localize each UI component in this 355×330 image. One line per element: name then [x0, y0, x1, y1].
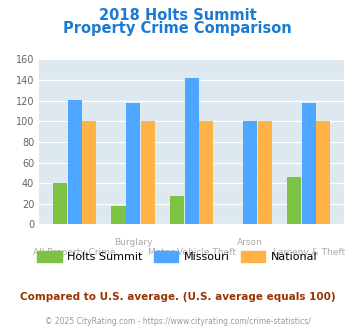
Bar: [185, 78, 199, 224]
Bar: [53, 183, 67, 224]
Bar: [258, 121, 272, 224]
Bar: [111, 206, 126, 224]
Legend: Holts Summit, Missouri, National: Holts Summit, Missouri, National: [33, 247, 322, 267]
Bar: [302, 103, 316, 224]
Bar: [243, 121, 257, 224]
Bar: [170, 195, 184, 224]
Bar: [316, 121, 331, 224]
Text: Motor Vehicle Theft: Motor Vehicle Theft: [148, 248, 236, 257]
Text: Burglary: Burglary: [114, 238, 152, 247]
Bar: [82, 121, 96, 224]
Text: Arson: Arson: [237, 238, 263, 247]
Text: Compared to U.S. average. (U.S. average equals 100): Compared to U.S. average. (U.S. average …: [20, 292, 335, 302]
Bar: [199, 121, 213, 224]
Text: Property Crime Comparison: Property Crime Comparison: [63, 21, 292, 36]
Text: © 2025 CityRating.com - https://www.cityrating.com/crime-statistics/: © 2025 CityRating.com - https://www.city…: [45, 317, 310, 326]
Bar: [67, 100, 82, 224]
Text: Larceny & Theft: Larceny & Theft: [273, 248, 345, 257]
Bar: [141, 121, 155, 224]
Bar: [126, 103, 140, 224]
Bar: [287, 177, 301, 224]
Text: 2018 Holts Summit: 2018 Holts Summit: [99, 8, 256, 23]
Text: All Property Crime: All Property Crime: [33, 248, 116, 257]
